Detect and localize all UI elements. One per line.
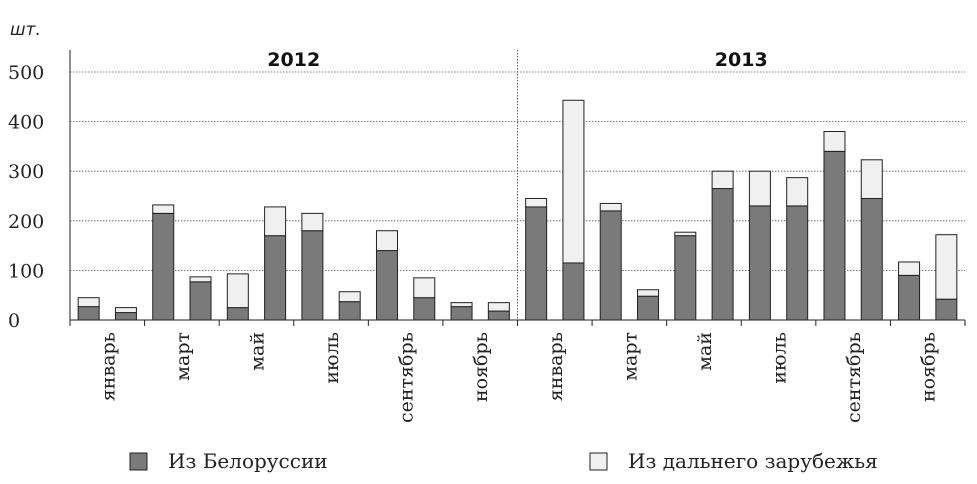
- bar-segment-belarus: [898, 274, 921, 321]
- x-tick-label: ноябрь: [918, 332, 940, 402]
- x-tick-label: июль: [321, 332, 343, 384]
- bar-segment-far-abroad: [301, 212, 324, 232]
- bar-segment-belarus: [338, 301, 361, 321]
- bar-segment-far-abroad: [711, 170, 734, 190]
- bar-segment-belarus: [935, 298, 958, 321]
- bar-segment-far-abroad: [487, 302, 510, 312]
- legend-swatch: [589, 452, 608, 471]
- bar-segment-belarus: [152, 212, 175, 321]
- year-label: 2013: [715, 49, 768, 71]
- y-tick-label: 0: [8, 310, 20, 332]
- legend-label: Из дальнего зарубежья: [628, 449, 878, 473]
- bar-segment-far-abroad: [264, 206, 287, 237]
- bar-segment-far-abroad: [375, 230, 398, 252]
- bar-segment-belarus: [860, 197, 883, 321]
- bar-segment-far-abroad: [637, 289, 660, 297]
- x-tick-label: сентябрь: [843, 332, 865, 423]
- x-axis: январь март май июль сентябрь ноябрь январь мар…: [69, 319, 966, 423]
- bar-segment-far-abroad: [860, 159, 883, 199]
- bar-segment-far-abroad: [674, 231, 697, 237]
- bar-segment-far-abroad: [562, 99, 585, 264]
- y-axis: 0 100 200 300 400 500: [8, 50, 71, 332]
- bars: [77, 99, 958, 321]
- bar-segment-far-abroad: [226, 273, 249, 309]
- bar-segment-far-abroad: [935, 234, 958, 300]
- y-tick-label: 500: [8, 62, 44, 84]
- bar-segment-far-abroad: [114, 307, 137, 314]
- bar-segment-belarus: [487, 310, 510, 321]
- x-tick-label: январь: [545, 332, 567, 401]
- bar-segment-belarus: [637, 295, 660, 321]
- bar-segment-belarus: [189, 281, 212, 321]
- gridlines: [70, 50, 965, 320]
- legend: Из Белоруссии Из дальнего зарубежья: [129, 449, 878, 473]
- bar-segment-far-abroad: [823, 131, 846, 152]
- bar-segment-belarus: [711, 188, 734, 321]
- x-tick-label: ноябрь: [470, 332, 492, 402]
- bar-segment-belarus: [77, 306, 100, 321]
- y-tick-label: 100: [8, 260, 44, 282]
- bar-segment-belarus: [301, 230, 324, 321]
- y-tick-label: 400: [8, 112, 44, 134]
- bar-segment-far-abroad: [413, 277, 436, 299]
- x-tick-label: сентябрь: [396, 332, 418, 423]
- bar-segment-belarus: [599, 210, 622, 321]
- bar-segment-far-abroad: [748, 170, 771, 207]
- unit-label: шт.: [10, 20, 41, 40]
- bar-segment-far-abroad: [599, 202, 622, 212]
- bar-segment-far-abroad: [77, 297, 100, 308]
- bar-segment-far-abroad: [189, 276, 212, 283]
- bar-segment-belarus: [375, 250, 398, 321]
- bar-segment-belarus: [413, 297, 436, 321]
- year-label: 2012: [267, 49, 320, 71]
- bar-segment-far-abroad: [338, 291, 361, 303]
- x-tick-label: март: [619, 332, 641, 381]
- bar-segment-belarus: [786, 205, 809, 321]
- bar-segment-belarus: [264, 235, 287, 321]
- bar-segment-belarus: [450, 306, 473, 321]
- bar-segment-belarus: [525, 206, 548, 321]
- bar-segment-far-abroad: [152, 204, 175, 214]
- bar-segment-far-abroad: [898, 261, 921, 276]
- bar-segment-belarus: [823, 150, 846, 321]
- legend-swatch: [129, 452, 148, 471]
- bar-segment-belarus: [748, 205, 771, 321]
- x-tick-label: май: [246, 332, 268, 371]
- x-tick-label: май: [694, 332, 716, 371]
- bar-segment-belarus: [562, 262, 585, 321]
- y-tick-label: 200: [8, 211, 44, 233]
- x-tick-label: март: [172, 332, 194, 381]
- bar-segment-far-abroad: [786, 177, 809, 207]
- legend-label: Из Белоруссии: [168, 449, 328, 473]
- year-labels: 2012 2013: [267, 49, 767, 71]
- bar-segment-belarus: [114, 312, 137, 321]
- x-tick-label: июль: [769, 332, 791, 384]
- bar-segment-far-abroad: [450, 302, 473, 308]
- x-tick-label: январь: [97, 332, 119, 401]
- y-tick-label: 300: [8, 161, 44, 183]
- bar-segment-belarus: [226, 307, 249, 321]
- bar-segment-belarus: [674, 235, 697, 321]
- bar-segment-far-abroad: [525, 197, 548, 208]
